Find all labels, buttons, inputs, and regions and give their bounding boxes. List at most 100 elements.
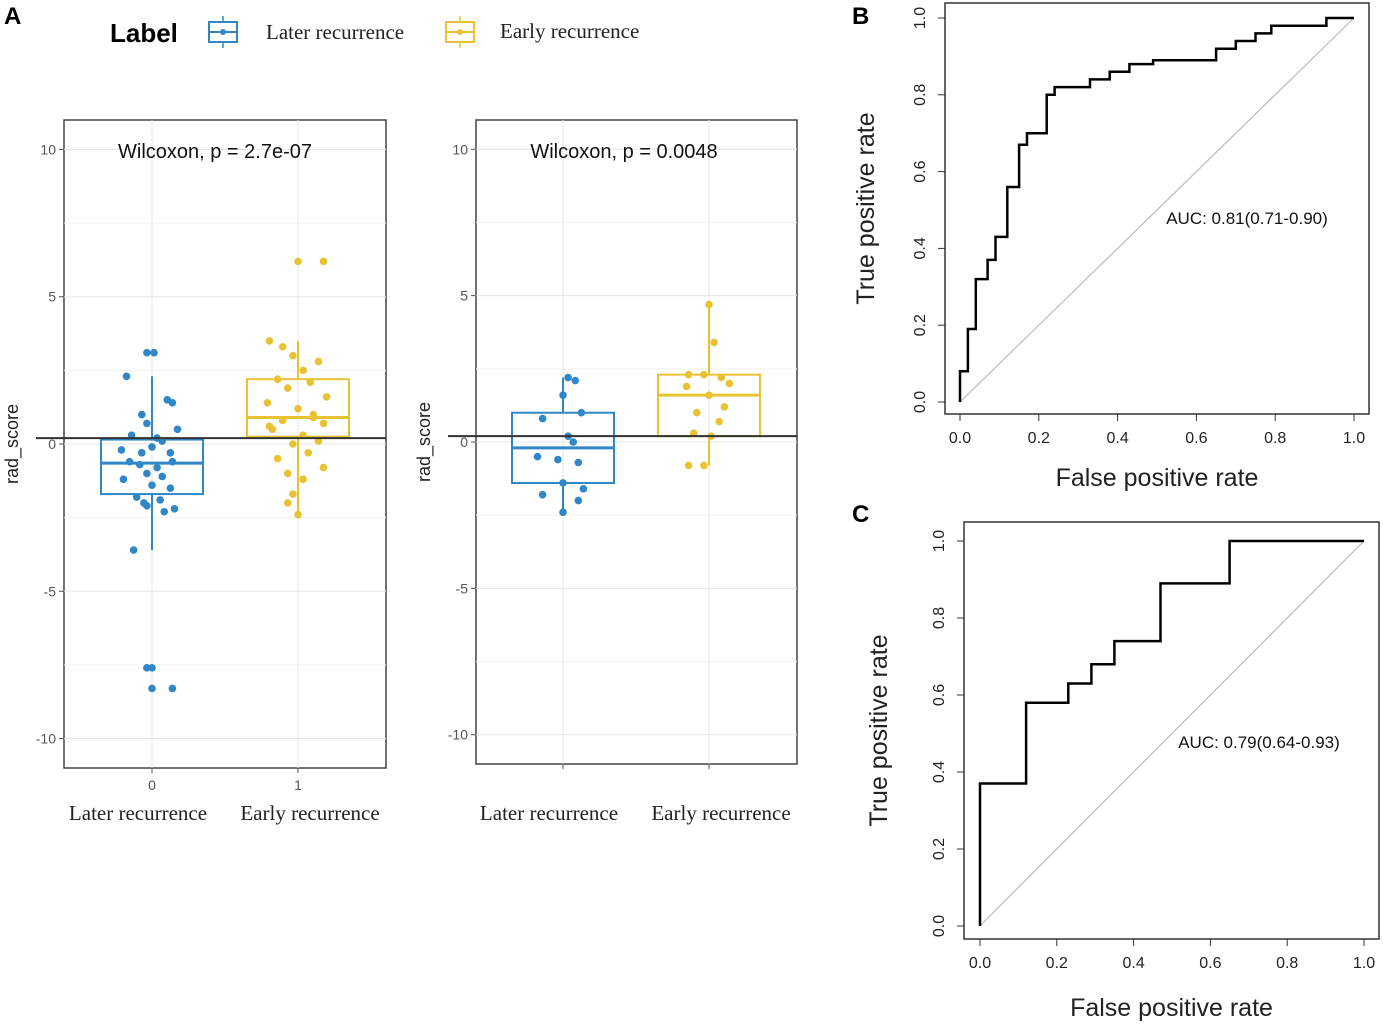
a-left-point — [125, 457, 134, 466]
a-right-point — [684, 461, 693, 470]
roc-c-ytick-label: 0.0 — [931, 915, 948, 937]
roc-c-xlabel: False positive rate — [1070, 994, 1273, 1022]
roc-b-auc-annotation: AUC: 0.81(0.71-0.90) — [1166, 209, 1328, 228]
a-left-point — [158, 472, 166, 481]
a-right-point — [705, 391, 713, 399]
a-left-ytick-label: 0 — [48, 436, 56, 452]
roc-chart-c: 0.0 0.2 0.4 0.6 0.8 1.0 0.0 0.2 0.4 0.6 0.8 1.0 Fals… — [865, 521, 1380, 1022]
a-left-point — [156, 496, 164, 504]
roc-c-xtick-label: 0.6 — [1199, 955, 1221, 972]
a-left-point — [140, 499, 148, 507]
a-right-point — [533, 452, 542, 461]
roc-chart-b: 0.0 0.2 0.4 0.6 0.8 1.0 0.0 0.2 0.4 0.6 0.8 1.0 Fals… — [852, 2, 1370, 492]
roc-b-ytick-label: 0.8 — [912, 84, 929, 106]
legend: Label Later recurrence Early recurrence — [110, 16, 639, 48]
a-left-point — [294, 257, 302, 266]
a-left-point — [299, 475, 307, 484]
a-right-point — [538, 414, 547, 423]
roc-b-xtick-label: 0.0 — [949, 430, 971, 447]
panel-letter-c: C — [852, 501, 869, 528]
a-left-point — [299, 366, 307, 375]
a-right-ytick-label: -5 — [456, 580, 469, 596]
roc-b-xtick-label: 1.0 — [1343, 430, 1365, 447]
a-right-point — [717, 373, 726, 382]
a-left-point — [319, 463, 328, 472]
a-left-point — [304, 449, 313, 457]
roc-c-ytick-label: 0.4 — [931, 761, 948, 783]
a-right-point — [700, 461, 708, 470]
a-right-point — [554, 455, 562, 464]
a-right-point — [700, 370, 708, 379]
a-left-point — [160, 507, 169, 516]
a-left-ylabel: rad_score — [2, 404, 23, 484]
a-left-ytick-label: 10 — [40, 141, 56, 157]
legend-label-later: Later recurrence — [266, 20, 404, 44]
roc-b-xlabel: False positive rate — [1056, 464, 1259, 492]
a-left-point — [265, 422, 274, 431]
a-left-xtick-label: 0 — [148, 777, 156, 793]
a-right-point — [720, 403, 729, 411]
a-left-ytick-label: -10 — [36, 731, 56, 747]
a-left-point — [168, 398, 177, 407]
a-right-point — [571, 376, 580, 385]
a-right-point — [574, 458, 583, 467]
a-left-point — [319, 419, 328, 428]
roc-c-xtick-label: 0.0 — [969, 955, 991, 972]
a-left-point — [294, 510, 302, 519]
legend-title: Label — [110, 18, 178, 48]
a-left-point — [168, 457, 177, 466]
a-left-point — [153, 463, 161, 472]
legend-key-early — [445, 16, 475, 48]
a-left-box-early — [246, 378, 350, 438]
a-left-point — [314, 437, 323, 445]
a-left-point — [143, 348, 151, 357]
a-left-point — [289, 351, 297, 360]
a-left-wilcoxon-annotation: Wilcoxon, p = 2.7e-07 — [118, 141, 312, 163]
a-left-point — [166, 449, 175, 457]
roc-b-xtick-label: 0.8 — [1264, 430, 1286, 447]
a-left-category-label: Later recurrence — [69, 801, 207, 825]
roc-b-ytick-label: 0.6 — [912, 160, 929, 182]
a-right-ytick-label: 0 — [460, 434, 468, 450]
a-left-point — [148, 481, 156, 490]
roc-c-xtick-label: 0.8 — [1276, 955, 1298, 972]
a-right-ytick-label: -10 — [448, 727, 468, 743]
a-left-point — [148, 664, 156, 672]
roc-b-ylabel: True positive rate — [852, 112, 880, 304]
roc-b-ytick-label: 0.2 — [912, 314, 929, 336]
a-left-point — [273, 375, 282, 384]
a-left-ytick-label: 5 — [48, 289, 56, 305]
roc-c-xtick-label: 0.2 — [1046, 955, 1068, 972]
a-right-ytick-label: 10 — [452, 141, 468, 157]
a-left-category-label: Early recurrence — [240, 801, 379, 825]
a-left-point — [284, 499, 292, 507]
a-left-point — [314, 357, 323, 366]
roc-c-diagonal — [979, 540, 1365, 927]
a-left-point — [284, 469, 292, 478]
a-right-point — [725, 379, 734, 388]
a-right-point — [577, 408, 586, 417]
roc-b-roc-curve — [958, 16, 1354, 402]
roc-c-auc-annotation: AUC: 0.79(0.64-0.93) — [1178, 733, 1340, 752]
a-left-point — [119, 475, 128, 484]
a-left-point — [306, 378, 315, 386]
a-right-category-label: Later recurrence — [480, 801, 618, 825]
roc-b-xtick-label: 0.2 — [1028, 430, 1050, 447]
a-left-point — [322, 393, 331, 401]
legend-label-early: Early recurrence — [500, 19, 639, 43]
a-left-point — [263, 398, 272, 407]
roc-c-ytick-label: 0.8 — [931, 607, 948, 629]
a-left-point — [138, 449, 146, 457]
a-left-point — [166, 484, 175, 492]
a-left-point — [309, 413, 318, 422]
roc-c-roc-curve — [978, 539, 1364, 926]
a-left-point — [173, 425, 182, 434]
a-right-category-label: Early recurrence — [651, 801, 790, 825]
a-right-point — [559, 508, 567, 517]
a-right-point — [559, 479, 567, 487]
roc-c-xtick-label: 0.4 — [1122, 955, 1144, 972]
a-left-point — [127, 431, 136, 439]
a-right-point — [564, 373, 572, 382]
